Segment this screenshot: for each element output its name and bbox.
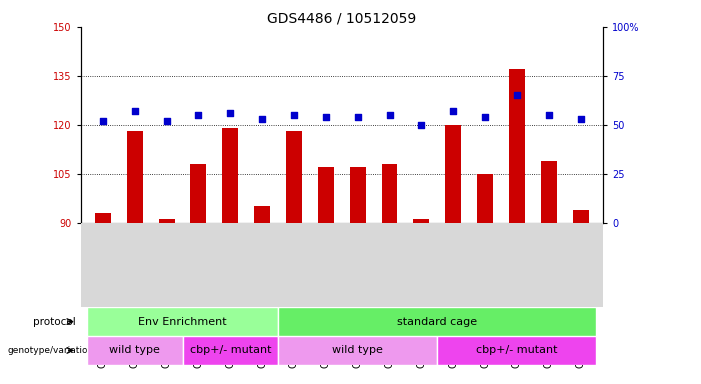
Bar	[182, 336, 278, 365]
Text: wild type: wild type	[332, 345, 383, 356]
Bar	[540, 161, 557, 223]
Point	[447, 108, 458, 114]
Bar	[445, 125, 461, 223]
Text: Env Enrichment: Env Enrichment	[138, 316, 227, 327]
Bar	[477, 174, 493, 223]
Point	[257, 116, 268, 122]
Text: wild type: wild type	[109, 345, 161, 356]
Bar	[254, 207, 270, 223]
Bar	[278, 336, 437, 365]
Point	[511, 92, 522, 98]
Text: GDS4486 / 10512059: GDS4486 / 10512059	[267, 12, 416, 25]
Point	[225, 110, 236, 116]
Bar	[318, 167, 334, 223]
Text: protocol: protocol	[33, 316, 76, 327]
Point	[543, 112, 554, 118]
Point	[575, 116, 586, 122]
Text: cbp+/- mutant: cbp+/- mutant	[476, 345, 557, 356]
Bar	[222, 128, 238, 223]
Bar	[95, 213, 111, 223]
Text: standard cage: standard cage	[397, 316, 477, 327]
Bar	[286, 131, 302, 223]
Point	[97, 118, 109, 124]
Point	[479, 114, 491, 120]
Text: genotype/variation: genotype/variation	[7, 346, 93, 355]
Point	[320, 114, 332, 120]
Point	[288, 112, 299, 118]
Bar	[350, 167, 366, 223]
Bar	[278, 307, 597, 336]
Bar	[437, 336, 597, 365]
Bar	[127, 131, 143, 223]
Point	[193, 112, 204, 118]
Point	[352, 114, 363, 120]
Bar	[158, 220, 175, 223]
Bar	[509, 70, 525, 223]
Bar	[87, 336, 182, 365]
Bar	[87, 307, 278, 336]
Point	[129, 108, 140, 114]
Point	[384, 112, 395, 118]
Bar	[414, 220, 429, 223]
Point	[161, 118, 172, 124]
Bar	[191, 164, 206, 223]
Bar	[381, 164, 397, 223]
Text: cbp+/- mutant: cbp+/- mutant	[189, 345, 271, 356]
Bar	[573, 210, 589, 223]
Point	[416, 122, 427, 128]
